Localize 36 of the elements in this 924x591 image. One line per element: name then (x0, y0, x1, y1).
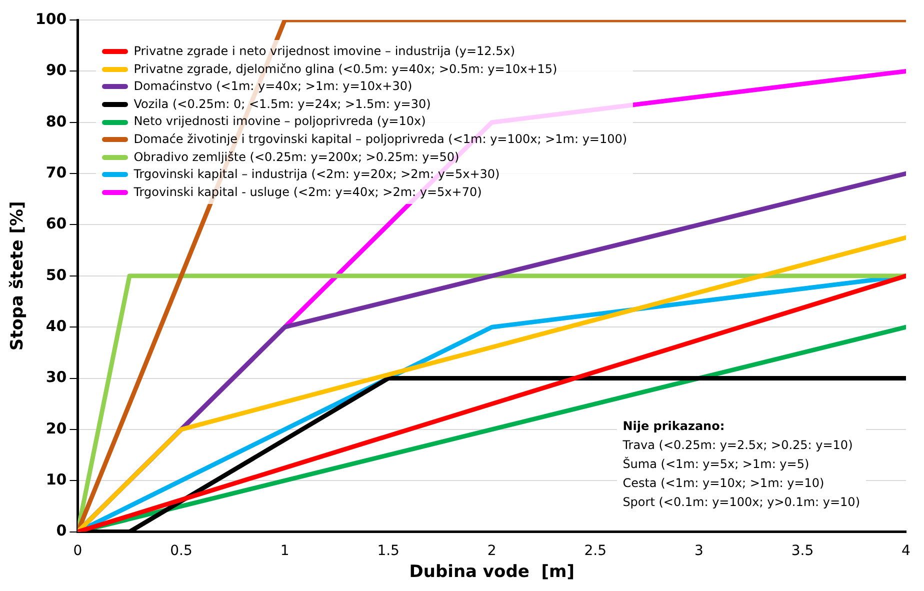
x-tick-label: 2.5 (584, 542, 607, 559)
x-tick-label: 2 (487, 542, 496, 559)
y-tick-label: 50 (46, 266, 67, 284)
y-tick-label: 90 (46, 61, 67, 80)
y-tick-label: 30 (46, 368, 67, 386)
legend-label: Trgovinski kapital - usluge (<2m: y=40x; >2m: y=5x+70) (134, 184, 482, 199)
y-tick-label: 10 (46, 470, 67, 489)
legend-label: Vozila (<0.25m: 0; <1.5m: y=24x; >1.5m: y=30) (134, 96, 431, 111)
y-tick-label: 0 (56, 522, 67, 540)
y-tick-label: 80 (46, 112, 67, 130)
x-axis-title: Dubina vode [m] (409, 562, 574, 582)
annotation: Šuma (<1m: y=5x; >1m: y=5) (622, 456, 810, 473)
x-tick-label: 3.5 (791, 542, 814, 559)
y-tick-label: 100 (35, 10, 67, 28)
y-tick-label: 40 (46, 316, 67, 335)
x-tick-label: 1 (280, 542, 290, 559)
y-tick-label: 70 (46, 163, 67, 182)
legend-label: Domaće životinje i trgovinski kapital – poljoprivreda (<1m: y=100x; >1m: y=100) (134, 132, 628, 146)
legend-label: Privatne zgrade, djelomično glina (<0.5m: y=40x; >0.5m: y=10x+15) (134, 62, 558, 76)
y-axis-title: Stopa štete [%] (8, 201, 28, 351)
legend-label: Privatne zgrade i neto vrijednost imovine – industrija (y=12.5x) (134, 44, 516, 58)
annotation: Cesta (<1m: y=10x; >1m: y=10) (622, 474, 826, 492)
x-tick-label: 1.5 (377, 542, 400, 559)
x-tick-label: 0.5 (170, 542, 192, 559)
legend-label: Trgovinski kapital – industrija (<2m: y=20x; >2m: y=5x+30) (134, 167, 500, 182)
x-tick-label: 4 (902, 542, 911, 559)
y-tick-label: 60 (46, 214, 67, 233)
annotation: Trava (<0.25m: y=2.5x; >0.25: y=10) (622, 436, 854, 454)
annotation: Nije prikazano: (622, 418, 726, 435)
annotation: Sport (<0.1m: y=100x; y>0.1m: y=10) (622, 494, 860, 511)
x-tick-label: 3 (694, 542, 704, 559)
x-tick-label: 0 (73, 542, 82, 559)
legend-label: Neto vrijednosti imovine – poljoprivreda (y=10x) (134, 114, 426, 128)
legend-label: Obradivo zemljište (<0.25m: y=200x; >0.25m: y=50) (134, 150, 460, 164)
legend-label: Domaćinstvo (<1m: y=40x; >1m: y=10x+30) (134, 79, 412, 94)
y-tick-label: 20 (46, 419, 67, 438)
